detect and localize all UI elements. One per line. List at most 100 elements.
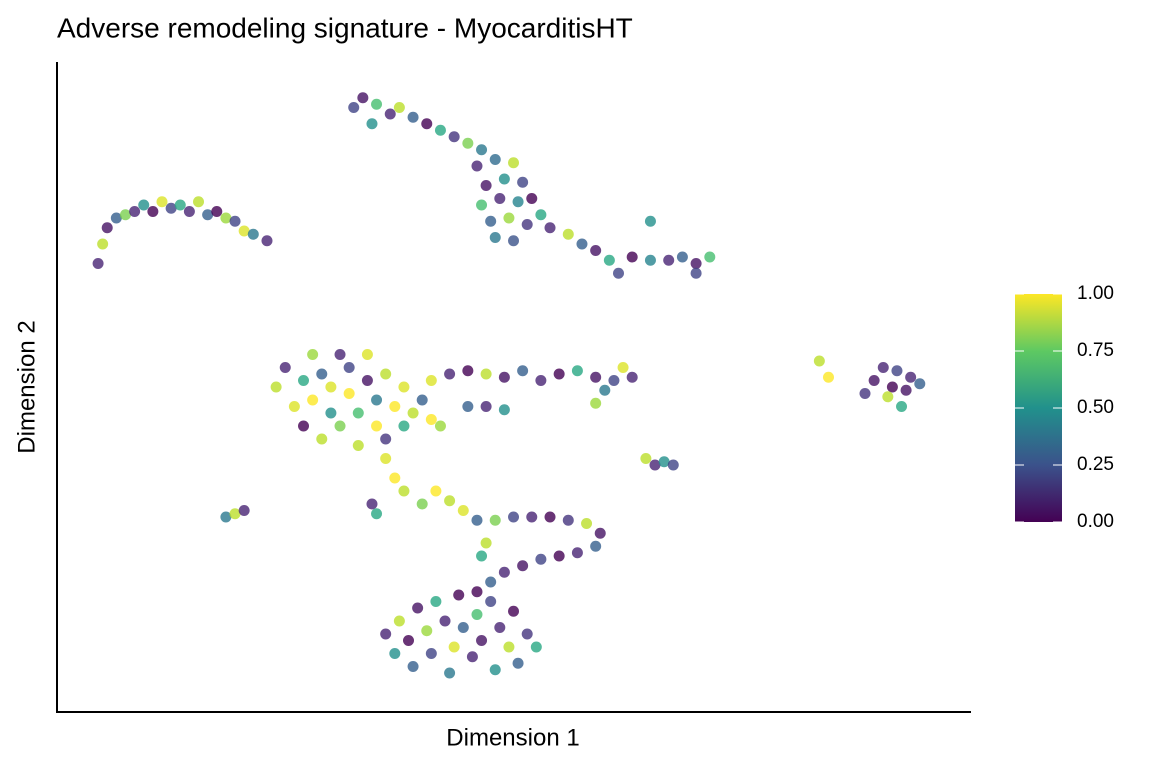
point bbox=[644, 215, 656, 227]
point bbox=[571, 547, 583, 559]
point bbox=[690, 267, 702, 279]
point bbox=[462, 365, 474, 377]
point bbox=[389, 401, 401, 412]
point bbox=[366, 498, 378, 510]
point bbox=[334, 349, 346, 360]
point bbox=[325, 407, 337, 419]
point bbox=[110, 212, 122, 224]
point bbox=[357, 92, 369, 104]
point bbox=[485, 576, 497, 588]
point bbox=[489, 154, 501, 165]
point bbox=[480, 401, 492, 412]
point bbox=[393, 615, 405, 627]
point bbox=[307, 394, 319, 406]
point bbox=[471, 514, 483, 526]
chart-title: Adverse remodeling signature - Myocardit… bbox=[57, 12, 633, 43]
point bbox=[434, 420, 446, 432]
point bbox=[476, 144, 488, 156]
point bbox=[462, 137, 474, 149]
point bbox=[371, 420, 383, 432]
point bbox=[398, 420, 410, 432]
point bbox=[425, 375, 437, 386]
point bbox=[247, 228, 259, 240]
point bbox=[457, 622, 469, 633]
point bbox=[508, 235, 519, 247]
point bbox=[444, 495, 456, 507]
point bbox=[822, 371, 834, 383]
colorbar-tick-label: 0.00 bbox=[1077, 511, 1114, 532]
point bbox=[512, 657, 524, 669]
point bbox=[448, 641, 460, 653]
colorbar-tick-label: 1.00 bbox=[1077, 283, 1114, 304]
point bbox=[562, 514, 574, 526]
point bbox=[886, 381, 898, 393]
point bbox=[343, 388, 355, 399]
point bbox=[229, 215, 241, 227]
point bbox=[590, 245, 602, 256]
point bbox=[380, 453, 392, 464]
point bbox=[480, 180, 492, 191]
point bbox=[389, 648, 401, 659]
point bbox=[485, 596, 497, 607]
point bbox=[590, 540, 602, 552]
point bbox=[238, 225, 250, 237]
point bbox=[480, 537, 492, 549]
point bbox=[599, 384, 611, 396]
point bbox=[220, 511, 232, 523]
point bbox=[476, 635, 488, 646]
point bbox=[425, 648, 437, 659]
point bbox=[371, 508, 383, 520]
point bbox=[900, 384, 912, 396]
point bbox=[535, 553, 547, 565]
point bbox=[119, 209, 131, 221]
point bbox=[562, 228, 574, 240]
point bbox=[316, 433, 328, 445]
point bbox=[553, 550, 565, 562]
point bbox=[471, 160, 483, 172]
point bbox=[690, 258, 702, 269]
point bbox=[471, 586, 483, 598]
point bbox=[663, 254, 675, 266]
point bbox=[156, 196, 168, 208]
point bbox=[526, 193, 538, 204]
point bbox=[608, 375, 620, 386]
point bbox=[494, 622, 506, 633]
point bbox=[466, 651, 478, 663]
point bbox=[530, 641, 542, 653]
point bbox=[462, 401, 474, 412]
point bbox=[430, 485, 442, 497]
point bbox=[508, 157, 519, 169]
point bbox=[508, 511, 519, 523]
point bbox=[211, 206, 223, 217]
point bbox=[434, 124, 446, 136]
point bbox=[416, 498, 428, 510]
point bbox=[325, 381, 337, 393]
point bbox=[174, 199, 186, 211]
colorbar-tick-label: 0.50 bbox=[1077, 397, 1114, 418]
point bbox=[288, 401, 300, 412]
point bbox=[403, 635, 415, 646]
point bbox=[517, 560, 529, 572]
x-axis-label: Dimension 1 bbox=[446, 724, 579, 751]
point bbox=[517, 365, 529, 377]
point bbox=[494, 193, 506, 204]
point bbox=[138, 199, 150, 211]
point bbox=[439, 615, 451, 627]
point bbox=[571, 365, 583, 377]
point bbox=[489, 664, 501, 676]
point bbox=[526, 511, 538, 523]
point bbox=[389, 472, 401, 484]
point bbox=[521, 628, 533, 640]
point bbox=[877, 362, 889, 373]
point bbox=[129, 206, 141, 217]
point bbox=[535, 375, 547, 386]
point bbox=[603, 254, 615, 266]
point bbox=[147, 206, 159, 217]
point bbox=[498, 173, 510, 185]
point bbox=[193, 196, 205, 208]
point bbox=[421, 118, 433, 130]
point bbox=[535, 209, 547, 221]
point bbox=[553, 368, 565, 380]
point bbox=[425, 414, 437, 425]
